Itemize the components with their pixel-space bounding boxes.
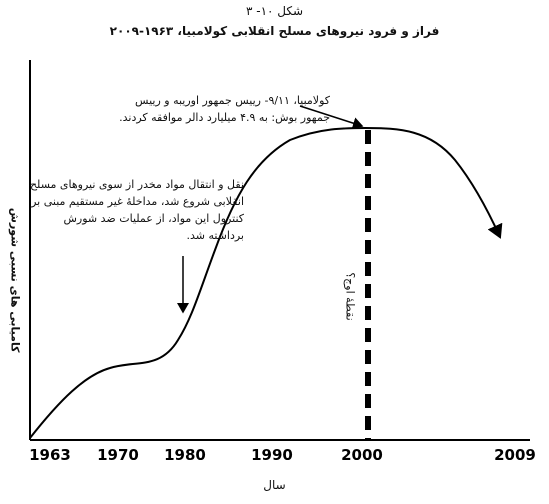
figure-number: شکل ۱۰- ۳ bbox=[245, 4, 304, 18]
x-tick-label: 2009 bbox=[494, 446, 536, 464]
trend-curve bbox=[29, 126, 503, 439]
x-axis-label: سال bbox=[263, 478, 286, 492]
x-tick-label: 1980 bbox=[164, 446, 206, 464]
annotation-line: نقل و انتقال مواد مخدر از سوی نیروهای مس… bbox=[29, 178, 244, 191]
peak-label: نقطهٔ اوج؟ bbox=[343, 272, 357, 321]
y-axis-label: کامیابی های نسبی شورش bbox=[8, 207, 22, 353]
x-tick-label: 1990 bbox=[251, 446, 293, 464]
annotation-line: کولامبیا، ۹/۱۱- رییس جمهور اوریبه و رییس bbox=[135, 94, 330, 107]
annotation-line: کنترول این مواد، از عملیات ضد شورش bbox=[63, 212, 244, 225]
annotation: نقل و انتقال مواد مخدر از سوی نیروهای مس… bbox=[30, 176, 244, 244]
annotation-line: برداشته شد. bbox=[186, 229, 244, 242]
x-tick-label: 2000 bbox=[341, 446, 383, 464]
title: فراز و فرود نیروهای مسلح انقلابی کولامبی… bbox=[109, 24, 440, 38]
arrow bbox=[299, 105, 364, 129]
x-tick-label: 1963 bbox=[29, 446, 71, 464]
annotation-line: انقلابی شروع شد، مداخلهٔ غیر مستقیم مبنی… bbox=[31, 195, 244, 208]
annotation-line: جمهور بوش: به ۴.۹ میلیارد دالر موافقه کر… bbox=[119, 111, 330, 124]
x-tick-label: 1970 bbox=[97, 446, 139, 464]
annotation: کولامبیا، ۹/۱۱- رییس جمهور اوریبه و رییس… bbox=[119, 92, 330, 126]
